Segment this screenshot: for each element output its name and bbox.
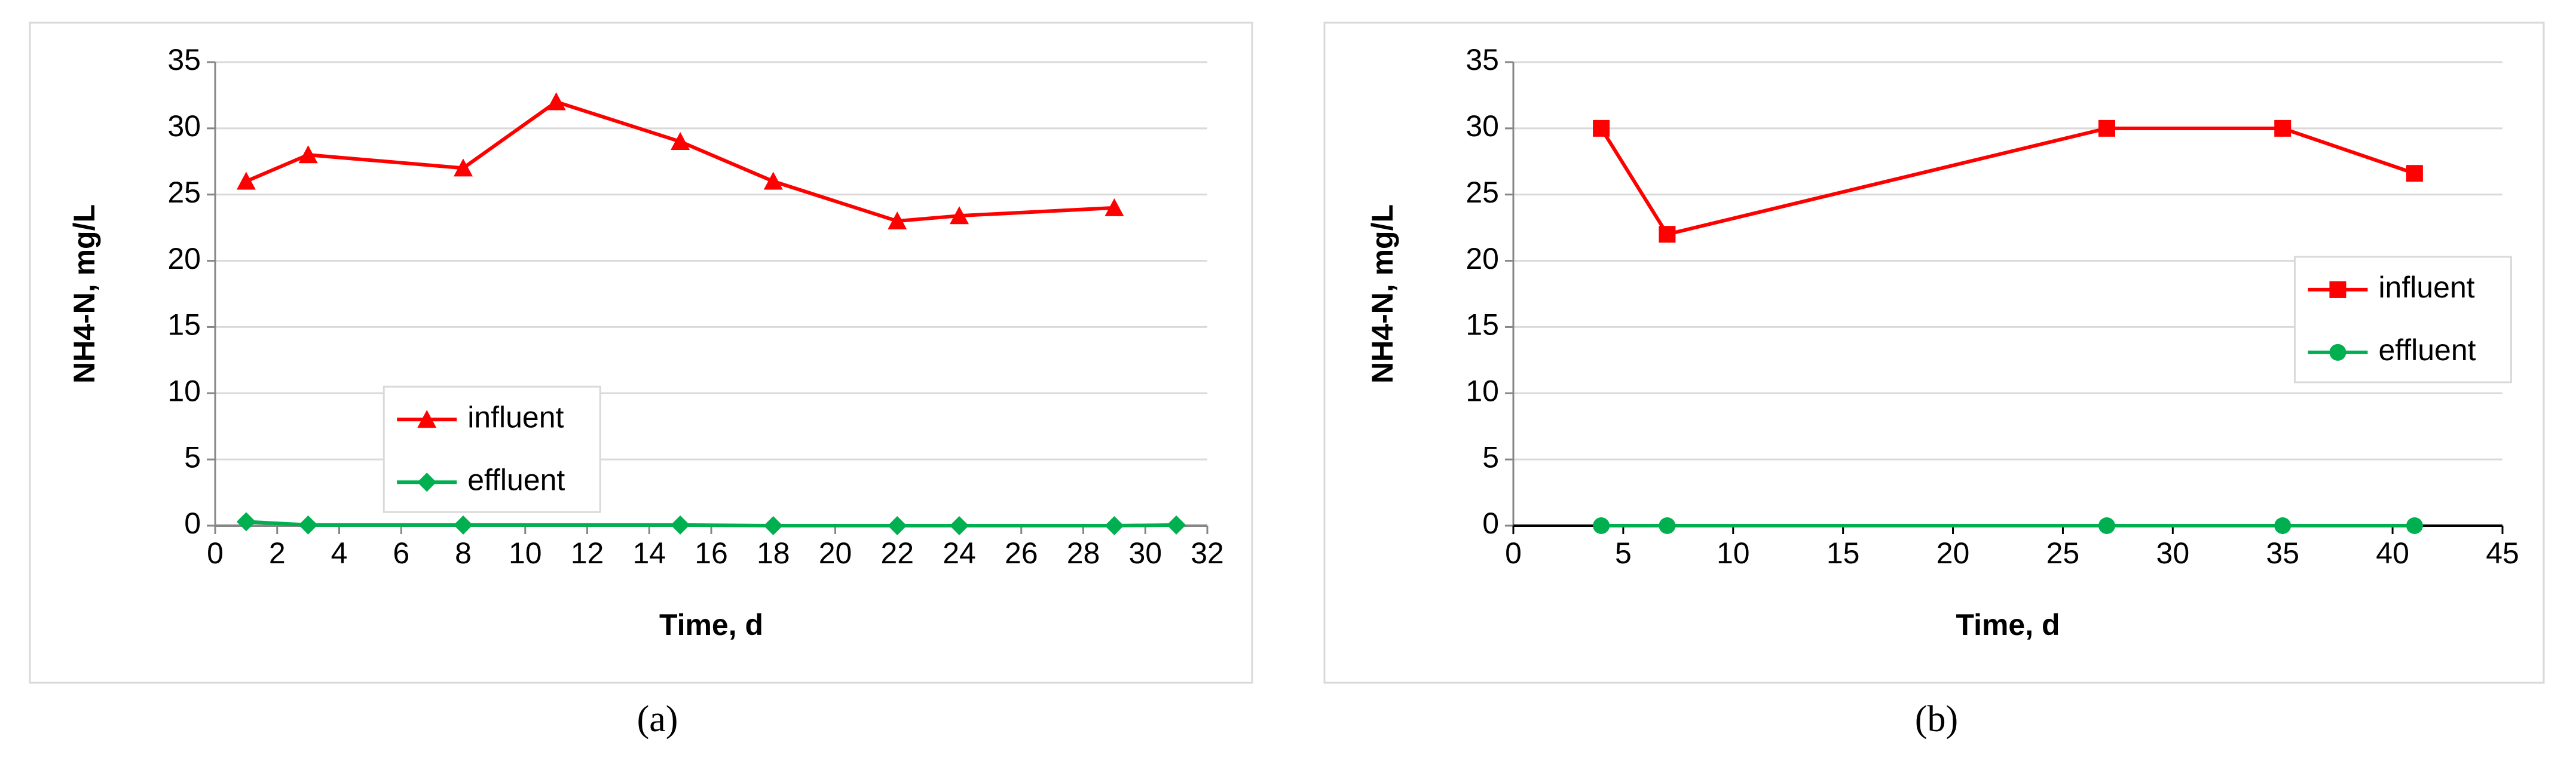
x-tick-label: 10 [509,536,542,570]
x-tick-label: 10 [1717,536,1750,570]
marker [2274,517,2292,534]
x-tick-label: 28 [1067,536,1100,570]
marker [2406,165,2423,182]
y-axis-label: NH4-N, mg/L [68,204,101,384]
caption: (b) [1915,699,1958,740]
marker [763,516,783,535]
x-tick-label: 20 [1936,536,1970,570]
x-tick-label: 0 [207,536,224,570]
marker [236,512,256,532]
series-line [1599,126,2415,237]
legend-box [383,385,601,513]
y-axis-label: NH4-N, mg/L [1366,204,1399,384]
y-tick-label: 30 [167,109,201,143]
marker [1105,198,1124,216]
marker [417,410,437,428]
x-tick-label: 2 [269,536,286,570]
marker [888,516,907,535]
marker [546,92,566,111]
marker [888,211,907,230]
y-tick-label: 35 [1466,43,1499,76]
marker [671,132,690,151]
marker [2098,119,2115,137]
x-tick-label: 35 [2266,536,2299,570]
x-tick-label: 16 [695,536,728,570]
x-tick-label: 24 [943,536,976,570]
x-axis-label: Time, d [1956,608,2060,642]
y-tick-label: 25 [167,176,201,209]
marker [671,515,690,535]
marker [1659,517,1676,534]
y-tick-label: 25 [1466,176,1499,209]
legend-label: effluent [467,463,565,496]
y-tick-label: 5 [1482,440,1499,474]
y-tick-label: 0 [184,507,201,540]
y-tick-label: 30 [1466,109,1499,143]
x-tick-label: 4 [331,536,348,570]
x-tick-label: 14 [632,536,666,570]
y-tick-label: 15 [1466,308,1499,342]
marker [2329,281,2346,298]
caption: (a) [637,699,678,740]
marker [236,171,256,190]
legend-label: influent [467,400,564,434]
marker [1593,517,1610,534]
x-tick-label: 8 [455,536,472,570]
marker [298,145,318,164]
series-line [246,520,1177,527]
chart-frame [29,22,1253,684]
x-tick-label: 45 [2486,536,2519,570]
x-tick-label: 40 [2376,536,2409,570]
marker [417,473,437,492]
x-tick-label: 20 [819,536,852,570]
y-tick-label: 35 [167,43,201,76]
x-tick-label: 30 [1128,536,1162,570]
marker [1167,515,1186,535]
marker [2406,517,2423,534]
marker [763,171,783,190]
y-tick-label: 5 [184,440,201,474]
x-tick-label: 32 [1191,536,1224,570]
y-tick-label: 15 [167,308,201,342]
marker [1593,119,1610,137]
legend-box [2293,256,2512,384]
x-tick-label: 26 [1005,536,1038,570]
series-line [245,100,1115,223]
y-tick-label: 10 [167,374,201,407]
marker [1105,516,1124,535]
marker [2274,119,2292,137]
marker [454,515,473,535]
marker [1659,226,1676,243]
y-tick-label: 10 [1466,374,1499,407]
chart-frame [1323,22,2545,684]
marker [950,206,969,225]
y-tick-label: 20 [1466,242,1499,275]
x-tick-label: 5 [1615,536,1632,570]
marker [950,516,969,535]
x-tick-label: 18 [757,536,790,570]
y-tick-label: 20 [167,242,201,275]
legend-label: effluent [2378,333,2476,367]
marker [2098,517,2115,534]
x-tick-label: 6 [393,536,409,570]
marker [2329,343,2346,361]
x-tick-label: 0 [1505,536,1522,570]
x-tick-label: 30 [2156,536,2190,570]
legend-label: influent [2378,271,2474,304]
x-tick-label: 12 [571,536,604,570]
x-axis-label: Time, d [659,608,763,642]
x-tick-label: 15 [1827,536,1860,570]
marker [298,515,318,535]
x-tick-label: 22 [880,536,914,570]
marker [454,158,473,177]
x-tick-label: 25 [2046,536,2080,570]
y-tick-label: 0 [1482,507,1499,540]
